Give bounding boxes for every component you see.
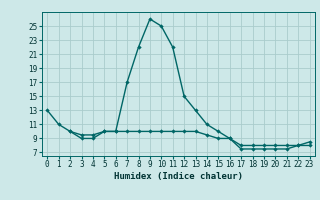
X-axis label: Humidex (Indice chaleur): Humidex (Indice chaleur) (114, 172, 243, 181)
